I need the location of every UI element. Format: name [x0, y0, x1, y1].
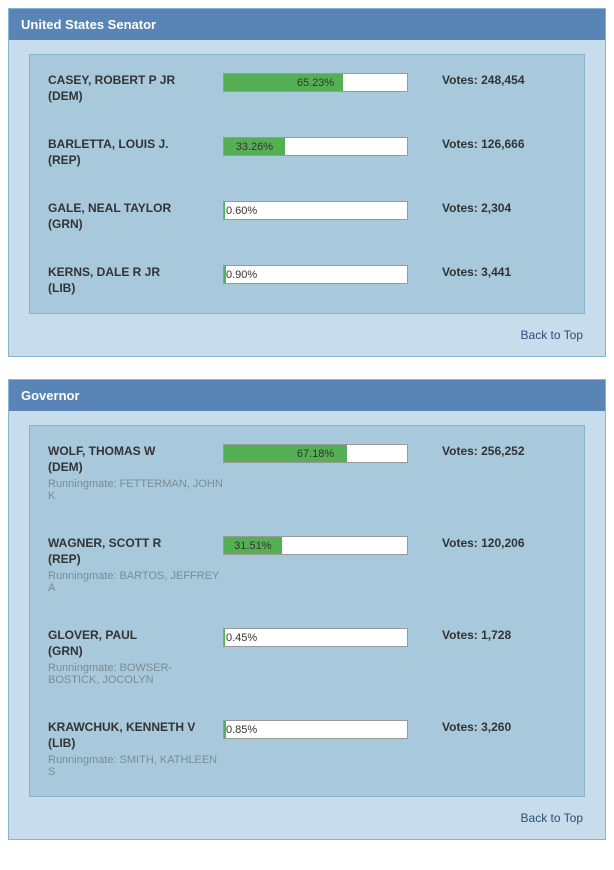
candidate-name: WAGNER, SCOTT R: [48, 536, 223, 550]
candidate-info: KRAWCHUK, KENNETH V (LIB) Runningmate: SMI…: [48, 720, 223, 778]
results-box: WOLF, THOMAS W (DEM) Runningmate: FETTERMA…: [29, 425, 585, 797]
percent-label: 31.51%: [224, 537, 282, 554]
candidate-row: WAGNER, SCOTT R (REP) Runningmate: BARTOS,…: [48, 536, 566, 594]
vote-count: Votes: 126,666: [408, 137, 566, 151]
candidate-row: GLOVER, PAUL (GRN) Runningmate: BOWSER-BOS…: [48, 628, 566, 686]
percent-label: 33.26%: [224, 138, 285, 155]
candidate-name: WOLF, THOMAS W: [48, 444, 223, 458]
candidate-name: KERNS, DALE R JR: [48, 265, 223, 279]
candidate-party: (DEM): [48, 89, 223, 103]
race-title: United States Senator: [9, 9, 605, 40]
race-title: Governor: [9, 380, 605, 411]
candidate-row: GALE, NEAL TAYLOR (GRN)0.60% Votes: 2,304: [48, 201, 566, 231]
candidate-row: BARLETTA, LOUIS J. (REP)33.26% Votes: 126,…: [48, 137, 566, 167]
percent-label: 67.18%: [224, 445, 407, 462]
vote-count: Votes: 2,304: [408, 201, 566, 215]
candidate-runningmate: Runningmate: FETTERMAN, JOHN K: [48, 478, 223, 502]
percent-bar: 65.23%: [223, 73, 408, 92]
percent-bar: 0.85%: [223, 720, 408, 739]
vote-count: Votes: 3,260: [408, 720, 566, 734]
percent-bar: 0.60%: [223, 201, 408, 220]
back-to-top-link[interactable]: Back to Top: [9, 320, 605, 356]
percent-label: 0.90%: [226, 266, 257, 283]
vote-count: Votes: 248,454: [408, 73, 566, 87]
results-box: CASEY, ROBERT P JR (DEM)65.23%Votes: 248,…: [29, 54, 585, 314]
candidate-party: (REP): [48, 153, 223, 167]
percent-bar: 33.26%: [223, 137, 408, 156]
percent-bar: 0.45%: [223, 628, 408, 647]
candidate-party: (REP): [48, 552, 223, 566]
candidate-row: CASEY, ROBERT P JR (DEM)65.23%Votes: 248,…: [48, 73, 566, 103]
candidate-party: (LIB): [48, 281, 223, 295]
percent-bar: 67.18%: [223, 444, 408, 463]
candidate-party: (LIB): [48, 736, 223, 750]
candidate-name: GALE, NEAL TAYLOR: [48, 201, 223, 215]
percent-label: 0.60%: [226, 202, 257, 219]
candidate-row: WOLF, THOMAS W (DEM) Runningmate: FETTERMA…: [48, 444, 566, 502]
percent-bar: 0.90%: [223, 265, 408, 284]
candidate-info: GLOVER, PAUL (GRN) Runningmate: BOWSER-BOS…: [48, 628, 223, 686]
candidate-info: BARLETTA, LOUIS J. (REP): [48, 137, 223, 167]
candidate-info: GALE, NEAL TAYLOR (GRN): [48, 201, 223, 231]
percent-bar-fill: [224, 202, 225, 219]
back-to-top-link[interactable]: Back to Top: [9, 803, 605, 839]
candidate-info: WAGNER, SCOTT R (REP) Runningmate: BARTOS,…: [48, 536, 223, 594]
race-panel: United States Senator CASEY, ROBERT P JR (…: [8, 8, 606, 357]
percent-label: 0.45%: [226, 629, 257, 646]
race-panel: Governor WOLF, THOMAS W (DEM) Runningmate: …: [8, 379, 606, 840]
candidate-name: BARLETTA, LOUIS J.: [48, 137, 223, 151]
candidate-name: KRAWCHUK, KENNETH V: [48, 720, 223, 734]
candidate-runningmate: Runningmate: BARTOS, JEFFREY A: [48, 570, 223, 594]
candidate-row: KERNS, DALE R JR (LIB)0.90% Votes: 3,441: [48, 265, 566, 295]
vote-count: Votes: 3,441: [408, 265, 566, 279]
vote-count: Votes: 1,728: [408, 628, 566, 642]
vote-count: Votes: 256,252: [408, 444, 566, 458]
candidate-name: GLOVER, PAUL: [48, 628, 223, 642]
candidate-party: (GRN): [48, 217, 223, 231]
candidate-info: KERNS, DALE R JR (LIB): [48, 265, 223, 295]
candidate-party: (GRN): [48, 644, 223, 658]
candidate-runningmate: Runningmate: SMITH, KATHLEEN S: [48, 754, 223, 778]
candidate-name: CASEY, ROBERT P JR: [48, 73, 223, 87]
percent-bar: 31.51%: [223, 536, 408, 555]
candidate-row: KRAWCHUK, KENNETH V (LIB) Runningmate: SMI…: [48, 720, 566, 778]
candidate-info: CASEY, ROBERT P JR (DEM): [48, 73, 223, 103]
candidate-party: (DEM): [48, 460, 223, 474]
vote-count: Votes: 120,206: [408, 536, 566, 550]
percent-label: 65.23%: [224, 74, 407, 91]
candidate-runningmate: Runningmate: BOWSER-BOSTICK, JOCOLYN: [48, 662, 223, 686]
candidate-info: WOLF, THOMAS W (DEM) Runningmate: FETTERMA…: [48, 444, 223, 502]
percent-bar-fill: [224, 629, 225, 646]
